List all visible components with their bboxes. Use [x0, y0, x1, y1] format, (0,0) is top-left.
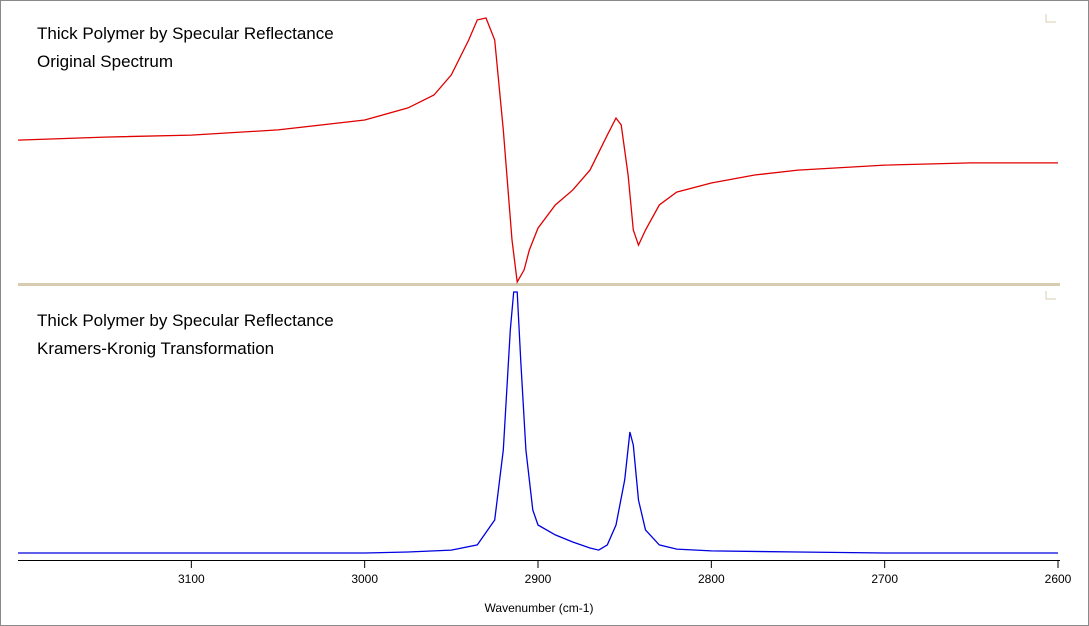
corner-mark: [1045, 14, 1056, 23]
x-tick-label: 2800: [698, 572, 725, 586]
x-tick-label: 2900: [525, 572, 552, 586]
x-tick-label: 2600: [1045, 572, 1072, 586]
chart-subtitle: Original Spectrum: [37, 52, 173, 71]
chart-title: Thick Polymer by Specular Reflectance: [37, 24, 334, 43]
chart-subtitle: Kramers-Kronig Transformation: [37, 339, 274, 358]
spectrum-line: [18, 291, 1058, 554]
spectrum-line: [17, 17, 1058, 285]
chart-title: Thick Polymer by Specular Reflectance: [37, 311, 334, 330]
x-tick-label: 3100: [178, 572, 205, 586]
x-tick-label: 3000: [351, 572, 378, 586]
corner-mark: [1045, 291, 1056, 300]
x-tick-label: 2700: [871, 572, 898, 586]
x-axis-label: Wavenumber (cm-1): [485, 601, 594, 615]
